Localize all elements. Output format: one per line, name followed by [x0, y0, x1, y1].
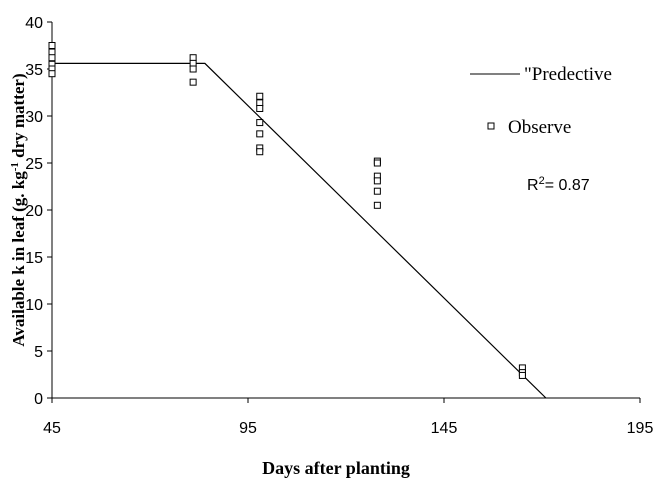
y-tick-label: 20	[25, 203, 43, 220]
observed-point	[189, 78, 197, 86]
y-tick-label: 25	[25, 156, 43, 173]
observed-point	[48, 48, 56, 56]
observed-point	[373, 201, 381, 209]
predictive-series	[52, 62, 547, 399]
observed-point	[373, 159, 381, 167]
y-tick-label: 0	[34, 391, 43, 408]
observed-point	[48, 70, 56, 78]
observed-point	[256, 99, 264, 107]
observed-point	[48, 42, 56, 49]
observed-point	[48, 54, 56, 62]
legend-square-swatch	[487, 122, 495, 130]
x-axis-title: Days after planting	[262, 458, 410, 478]
observed-point	[256, 130, 264, 138]
legend-label-observe: Observe	[508, 117, 571, 138]
y-tick-label: 15	[25, 250, 43, 267]
x-tick-label: 95	[239, 420, 257, 437]
legend: "Predective Observe	[470, 64, 612, 138]
x-ticks: 45 95 145 195	[43, 398, 653, 437]
y-tick-label: 10	[25, 297, 43, 314]
observed-point	[256, 92, 264, 100]
r-squared-annotation: R2= 0.87	[527, 175, 590, 194]
y-tick-label: 35	[25, 62, 43, 79]
x-tick-label: 45	[43, 420, 61, 437]
y-tick-label: 5	[34, 344, 43, 361]
plot-area: 0 5 10 15 20 25 30 35 40 45 95 145 195	[25, 15, 653, 437]
observed-point	[189, 65, 197, 73]
y-tick-label: 40	[25, 15, 43, 32]
x-tick-label: 145	[431, 420, 458, 437]
observed-point	[256, 119, 264, 127]
observed-point	[256, 104, 264, 112]
observed-point	[256, 148, 264, 156]
observed-point	[518, 371, 526, 379]
x-tick-label: 195	[627, 420, 654, 437]
observed-point	[373, 177, 381, 185]
y-tick-label: 30	[25, 109, 43, 126]
legend-label-predictive: "Predective	[524, 64, 612, 85]
y-axis-title: Available k in leaf (g. kg-1 dry matter)	[9, 73, 28, 346]
observed-series	[48, 42, 526, 379]
y-ticks: 0 5 10 15 20 25 30 35 40	[25, 15, 52, 408]
observed-point	[189, 54, 197, 62]
observed-point	[373, 187, 381, 195]
observed-point	[189, 59, 197, 67]
predictive-line	[52, 62, 547, 399]
